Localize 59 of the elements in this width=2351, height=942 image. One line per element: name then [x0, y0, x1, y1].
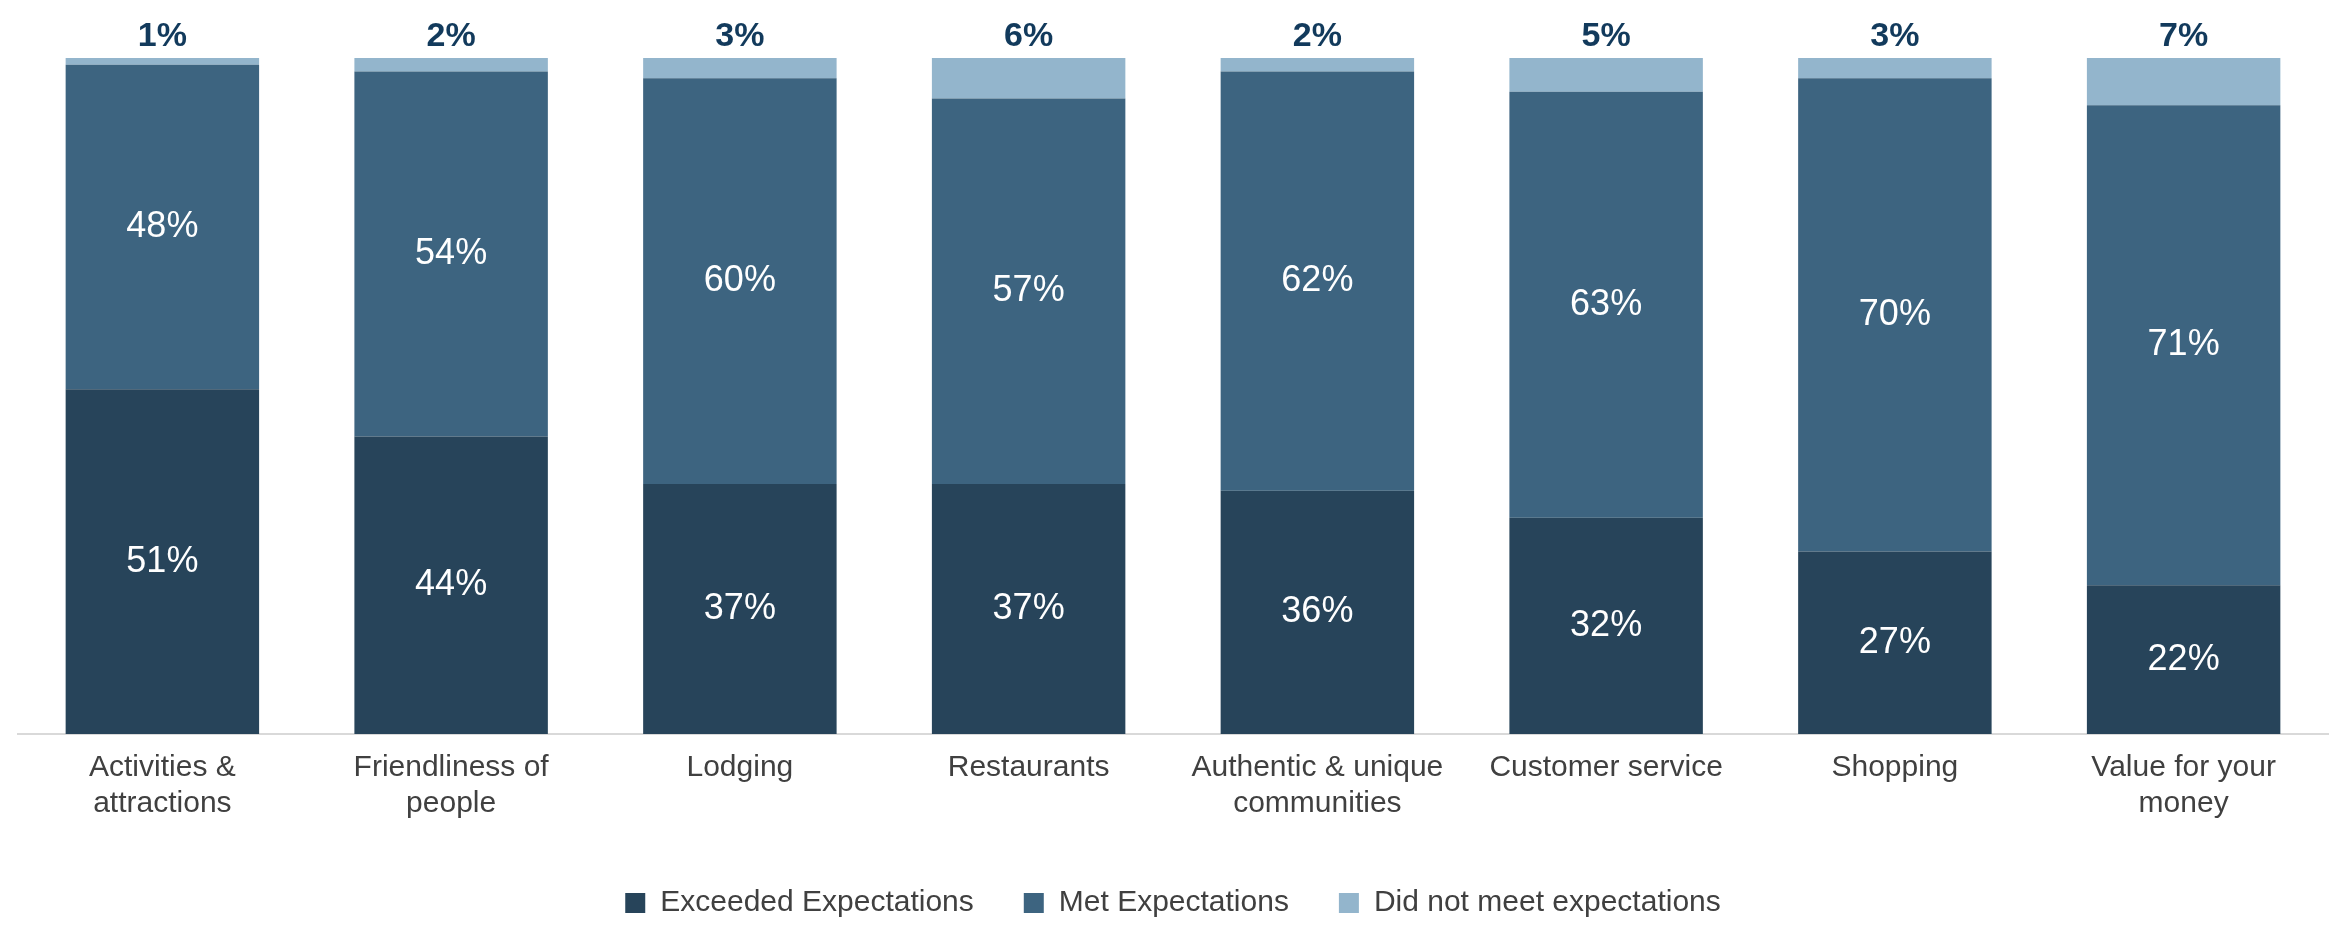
bar [643, 483, 837, 734]
data-label: 51% [126, 538, 199, 580]
data-label: 60% [703, 258, 776, 299]
bar [1220, 58, 1415, 72]
data-label: 54% [415, 230, 488, 272]
bar [643, 78, 837, 484]
legend-label: Exceeded Expectations [660, 884, 974, 918]
x-tick-label: Shopping [1831, 749, 1959, 783]
bar [1798, 58, 1992, 79]
data-label: 3% [1870, 15, 1920, 54]
data-label: 71% [2147, 322, 2220, 364]
x-tick-label: Value for your money [2091, 749, 2276, 819]
bar [643, 58, 837, 79]
bar [2086, 105, 2281, 586]
data-label: 32% [1570, 602, 1643, 644]
x-tick-label: Friendliness of people [353, 749, 550, 819]
data-label: 3% [715, 15, 765, 54]
data-label: 22% [2147, 636, 2220, 678]
bar [2086, 585, 2281, 734]
data-label: 44% [415, 562, 488, 604]
data-label: 48% [126, 203, 199, 245]
bar [2086, 58, 2281, 106]
data-label: 6% [1004, 15, 1054, 54]
data-label: 7% [2159, 15, 2209, 54]
bar [1220, 490, 1415, 734]
data-label: 27% [1858, 619, 1931, 661]
bar [65, 389, 260, 734]
bar [65, 58, 260, 65]
bar [354, 436, 548, 734]
bar [354, 71, 548, 437]
x-tick-label: Restaurants [947, 749, 1110, 783]
data-label: 57% [992, 268, 1065, 310]
data-label: 36% [1281, 589, 1354, 631]
bar [1220, 71, 1415, 491]
bar [931, 58, 1126, 99]
data-label: 37% [992, 585, 1065, 627]
bar [1509, 91, 1703, 518]
x-tick-label: Authentic & unique communities [1191, 749, 1444, 819]
bar [65, 64, 260, 390]
data-label: 2% [426, 15, 476, 54]
bar [1798, 78, 1992, 552]
data-label: 63% [1570, 281, 1643, 323]
data-label: 2% [1292, 15, 1342, 54]
x-tick-label: Customer service [1489, 749, 1723, 783]
data-label: 1% [137, 15, 187, 54]
x-tick-label: Activities & attractions [89, 749, 236, 819]
bar [931, 98, 1126, 484]
bar [1509, 517, 1703, 734]
bar [354, 58, 548, 72]
legend-label: Did not meet expectations [1373, 884, 1721, 918]
legend-label: Met Expectations [1058, 884, 1289, 918]
bar [1509, 58, 1703, 92]
data-label: 62% [1281, 258, 1354, 299]
data-label: 70% [1858, 291, 1931, 333]
data-label: 5% [1581, 15, 1631, 54]
x-tick-label: Lodging [686, 749, 794, 783]
bar [1798, 551, 1992, 734]
data-label: 37% [703, 585, 776, 627]
bar [931, 483, 1126, 734]
